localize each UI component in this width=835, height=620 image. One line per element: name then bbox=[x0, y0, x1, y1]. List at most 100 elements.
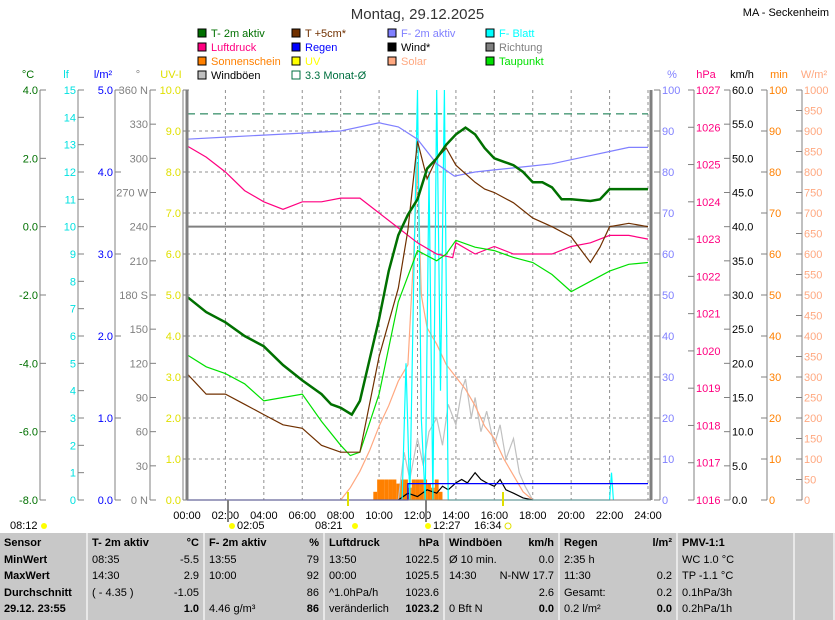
stats-cell: 92 bbox=[306, 570, 319, 582]
legend-label: 3.3 Monat-Ø bbox=[305, 70, 367, 82]
stats-cell: 2.6 bbox=[538, 586, 554, 599]
axis-tick-label: 20 bbox=[769, 413, 781, 425]
legend-label: Luftdruck bbox=[211, 42, 257, 54]
x-tick-label: 12:00 bbox=[404, 510, 432, 522]
axis-tick-label: 120 bbox=[130, 358, 148, 370]
stats-cell: 0.0 bbox=[538, 603, 554, 615]
legend-label: Regen bbox=[305, 42, 337, 54]
axis-tick-label: 150 bbox=[130, 324, 148, 336]
stats-column: Windböen km/h Ø 10 min. 0.0 14:30 N-NW 17.7 2.… bbox=[445, 533, 560, 620]
stats-cell: 0.2 l/m² bbox=[564, 603, 601, 615]
axis-tick-label: 0.0 bbox=[732, 495, 747, 507]
axis-tick-label: 8.0 bbox=[166, 167, 181, 179]
axis-tick-label: 750 bbox=[804, 188, 822, 200]
axis-tick-label: 90 bbox=[769, 126, 781, 138]
axis-tick-label: 0 N bbox=[131, 495, 148, 507]
axis-tick-label: 5.0 bbox=[732, 461, 747, 473]
axis-unit-rain: l/m² bbox=[94, 69, 113, 81]
stats-cell: 2.9 bbox=[183, 570, 199, 582]
stats-row: 4.46 g/m³ 86 bbox=[209, 601, 319, 618]
x-tick-label: 02:00 bbox=[212, 510, 240, 522]
axis-tick-label: 1017 bbox=[696, 458, 720, 470]
axis-tick-label: 10.0 bbox=[732, 427, 753, 439]
stats-cell: 0 Bft N bbox=[449, 603, 483, 615]
axis-tick-label: 2.0 bbox=[166, 413, 181, 425]
page-title: Montag, 29.12.2025 bbox=[350, 6, 485, 23]
stats-row: 11:30 0.2 bbox=[564, 568, 672, 585]
stats-cell: 13:50 bbox=[329, 553, 357, 566]
axis-tick-label: 1025 bbox=[696, 160, 720, 172]
axis-tick-label: 9 bbox=[70, 249, 76, 261]
axis-tick-label: 12 bbox=[64, 167, 76, 179]
stats-cell: Sensor bbox=[4, 537, 42, 549]
sunshine-bar bbox=[427, 483, 431, 500]
stats-row bbox=[799, 585, 829, 602]
axis-tick-label: 2 bbox=[70, 440, 76, 452]
axis-tick-label: 50 bbox=[769, 290, 781, 302]
x-tick-label: 04:00 bbox=[250, 510, 278, 522]
axis-tick-label: 600 bbox=[804, 249, 822, 261]
legend-swatch bbox=[485, 56, 495, 66]
axis-tick-label: 300 bbox=[804, 372, 822, 384]
axis-tick-label: 80 bbox=[769, 167, 781, 179]
axis-tick-label: 6 bbox=[70, 331, 76, 343]
axis-tick-label: 50.0 bbox=[732, 153, 753, 165]
stats-cell: 1025.5 bbox=[405, 570, 439, 582]
axis-tick-label: 40.0 bbox=[732, 222, 753, 234]
sun-icon bbox=[352, 523, 358, 529]
legend-label: Wind* bbox=[401, 42, 431, 54]
stats-row: T- 2m aktiv °C bbox=[92, 535, 199, 552]
axis-tick-label: 5.0 bbox=[166, 290, 181, 302]
stats-cell: 0.0 bbox=[538, 553, 554, 566]
stats-cell: T- 2m aktiv bbox=[92, 537, 149, 549]
stats-cell: F- 2m aktiv bbox=[209, 537, 267, 549]
axis-unit-press: hPa bbox=[696, 69, 716, 81]
axis-tick-label: 20 bbox=[662, 413, 674, 425]
stats-cell: 86 bbox=[306, 603, 319, 615]
axis-tick-label: 270 W bbox=[116, 188, 148, 200]
axis-unit-hum: % bbox=[667, 69, 677, 81]
stats-cell: km/h bbox=[528, 537, 554, 549]
axis-tick-label: 40 bbox=[662, 331, 674, 343]
axis-tick-label: 550 bbox=[804, 270, 822, 282]
axis-tick-label: 300 bbox=[130, 153, 148, 165]
axis-tick-label: 330 bbox=[130, 119, 148, 131]
stats-row: MinWert bbox=[4, 552, 82, 569]
legend-swatch bbox=[485, 28, 495, 38]
axis-tick-label: 25.0 bbox=[732, 324, 753, 336]
axis-tick-label: 10 bbox=[64, 222, 76, 234]
axis-tick-label: 90 bbox=[662, 126, 674, 138]
station-name: MA - Seckenheim bbox=[742, 7, 829, 19]
legend-swatch bbox=[291, 42, 301, 52]
stats-cell: 11:30 bbox=[564, 570, 591, 582]
axis-tick-label: 0.0 bbox=[98, 495, 113, 507]
axis-unit-sun: min bbox=[770, 69, 788, 81]
axis-tick-label: 5 bbox=[70, 358, 76, 370]
stats-cell: 08:35 bbox=[92, 553, 120, 566]
legend-label: Windböen bbox=[211, 70, 261, 82]
stats-row: TP -1.1 °C bbox=[682, 568, 789, 585]
sunshine-bar bbox=[396, 483, 401, 500]
stats-cell: 14:30 bbox=[449, 570, 477, 582]
moonset-icon bbox=[229, 523, 235, 529]
astro-time: 02:05 bbox=[237, 520, 265, 532]
axis-tick-label: 1022 bbox=[696, 271, 720, 283]
axis-tick-label: 100 bbox=[804, 454, 822, 466]
stats-cell: 1023.6 bbox=[405, 586, 439, 599]
stats-row: Sensor bbox=[4, 535, 82, 552]
stats-row: F- 2m aktiv% bbox=[209, 535, 319, 552]
axis-tick-label: 4.0 bbox=[98, 167, 113, 179]
axis-tick-label: 15.0 bbox=[732, 393, 753, 405]
axis-tick-label: 1027 bbox=[696, 85, 720, 97]
axis-tick-label: 100 bbox=[662, 85, 680, 97]
stats-row: 0 Bft N 0.0 bbox=[449, 601, 554, 618]
axis-tick-label: 3.0 bbox=[98, 249, 113, 261]
stats-cell: -5.5 bbox=[180, 553, 199, 566]
stats-row: Ø 10 min. 0.0 bbox=[449, 552, 554, 569]
stats-cell: l/m² bbox=[652, 537, 672, 549]
stats-cell: 86 bbox=[306, 586, 319, 599]
stats-cell: Luftdruck bbox=[329, 537, 380, 549]
legend-swatch bbox=[291, 28, 301, 38]
axis-tick-label: 60 bbox=[662, 249, 674, 261]
axis-tick-label: 4.0 bbox=[23, 85, 38, 97]
